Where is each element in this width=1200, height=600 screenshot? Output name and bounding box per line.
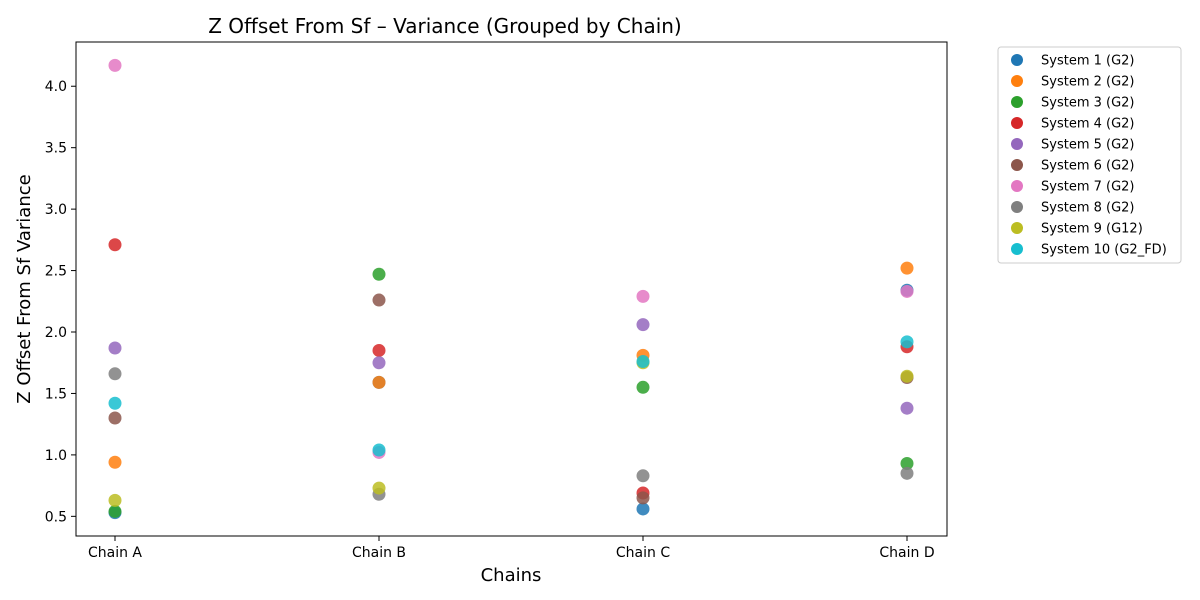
y-tick-label: 3.5 — [45, 141, 67, 157]
legend-marker — [1011, 138, 1023, 150]
x-axis: Chain A Chain B Chain C Chain D — [88, 536, 935, 561]
data-point — [372, 293, 386, 307]
y-tick-label: 3.0 — [45, 202, 67, 218]
data-point — [372, 343, 386, 357]
data-point — [372, 267, 386, 281]
y-tick-label: 1.0 — [45, 448, 67, 464]
legend-marker — [1011, 117, 1023, 129]
legend-label: System 6 (G2) — [1041, 159, 1135, 174]
legend-marker — [1011, 222, 1023, 234]
data-point — [108, 238, 122, 252]
data-point — [900, 456, 914, 470]
y-tick-label: 1.5 — [45, 386, 67, 402]
legend-marker — [1011, 180, 1023, 192]
legend-marker — [1011, 75, 1023, 87]
data-point — [900, 284, 914, 298]
y-tick-label: 2.5 — [45, 264, 67, 280]
data-point — [636, 318, 650, 332]
legend: System 1 (G2) System 2 (G2) System 3 (G2) S… — [997, 46, 1182, 264]
data-point — [636, 355, 650, 369]
y-tick-label: 2.0 — [45, 325, 67, 341]
legend-marker — [1011, 201, 1023, 213]
data-point — [108, 396, 122, 410]
plot-area-frame — [75, 41, 948, 537]
data-point — [372, 481, 386, 495]
data-point — [636, 380, 650, 394]
chart-title: Z Offset From Sf – Variance (Grouped by … — [208, 14, 682, 38]
x-axis-label: Chains — [481, 565, 542, 586]
data-point — [372, 443, 386, 457]
legend-frame — [997, 46, 1182, 264]
data-point — [900, 466, 914, 480]
data-point — [108, 341, 122, 355]
legend-marker — [1011, 96, 1023, 108]
legend-label: System 4 (G2) — [1041, 117, 1135, 132]
x-tick-label: Chain B — [352, 545, 406, 561]
y-axis: 0.5 1.0 1.5 2.0 2.5 3.0 3.5 4.0 — [45, 79, 76, 525]
data-point — [636, 289, 650, 303]
data-point — [900, 261, 914, 275]
y-axis-label: Z Offset From Sf Variance — [14, 174, 35, 403]
legend-marker — [1011, 243, 1023, 255]
x-tick-label: Chain C — [616, 545, 670, 561]
legend-label: System 5 (G2) — [1041, 138, 1135, 153]
legend-label: System 10 (G2_FD) — [1041, 243, 1167, 258]
legend-items: System 1 (G2) System 2 (G2) System 3 (G2) S… — [1011, 54, 1167, 258]
y-tick-label: 4.0 — [45, 79, 67, 95]
legend-marker — [1011, 159, 1023, 171]
data-point — [108, 411, 122, 425]
data-point — [372, 356, 386, 370]
data-point — [108, 504, 122, 518]
legend-label: System 1 (G2) — [1041, 54, 1135, 69]
legend-label: System 3 (G2) — [1041, 96, 1135, 111]
data-point — [108, 455, 122, 469]
legend-label: System 9 (G12) — [1041, 222, 1143, 237]
data-point — [108, 58, 122, 72]
data-point — [900, 335, 914, 349]
data-point — [900, 369, 914, 383]
data-point — [108, 367, 122, 381]
legend-marker — [1011, 54, 1023, 66]
legend-label: System 2 (G2) — [1041, 75, 1135, 90]
legend-label: System 7 (G2) — [1041, 180, 1135, 195]
data-point — [900, 401, 914, 415]
y-tick-label: 0.5 — [45, 509, 67, 525]
data-point — [372, 375, 386, 389]
x-tick-label: Chain D — [879, 545, 934, 561]
data-points — [108, 58, 914, 520]
data-point — [636, 469, 650, 483]
data-point — [636, 491, 650, 505]
x-tick-label: Chain A — [88, 545, 142, 561]
data-point — [108, 493, 122, 507]
data-point — [636, 502, 650, 516]
legend-label: System 8 (G2) — [1041, 201, 1135, 216]
